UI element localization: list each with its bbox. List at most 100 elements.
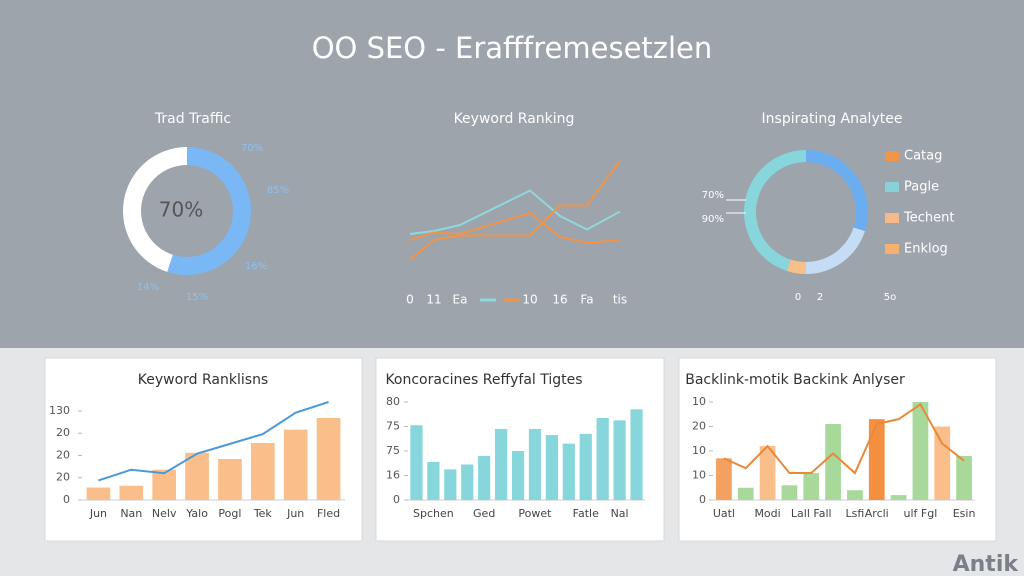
donut-slice: [786, 259, 806, 274]
bar: [283, 429, 308, 500]
y-tick-label: 10: [692, 444, 706, 457]
bar: [630, 409, 643, 500]
legend-label: Pagle: [904, 180, 939, 195]
bar: [444, 469, 457, 500]
chart-title: Backlink-motik Backink Anlyser: [685, 372, 905, 388]
bar: [759, 446, 776, 500]
x-tick-label: Nal: [611, 507, 629, 520]
bar: [316, 418, 341, 500]
legend-label: Techent: [903, 211, 954, 226]
bar: [410, 425, 423, 500]
y-tick-label: 20: [56, 448, 70, 461]
x-tick-label: Nelv: [152, 507, 177, 520]
x-tick-label: Jun: [89, 507, 107, 520]
bar: [890, 495, 907, 500]
bar: [218, 459, 242, 500]
x-tick-label: Esin: [953, 507, 976, 520]
x-tick-label: Uatl: [713, 507, 735, 520]
x-tick-label: 10: [522, 293, 537, 307]
x-tick-label: Nan: [120, 507, 142, 520]
y-tick-label: 75: [386, 444, 400, 457]
bar: [152, 469, 177, 500]
donut-slice: [806, 227, 865, 274]
bar: [596, 417, 609, 500]
donut-slice: [744, 150, 806, 271]
x-tick-label: 0: [406, 293, 414, 307]
bar: [737, 487, 754, 500]
bar: [868, 419, 885, 500]
annotation: 16%: [245, 261, 267, 272]
x-tick-label: Modi: [754, 507, 780, 520]
y-tick-label: 0: [699, 493, 706, 506]
x-tick-label: Fatle: [573, 507, 599, 520]
annotation: 70%: [702, 190, 724, 201]
y-tick-label: 75: [386, 420, 400, 433]
brand: Antik: [953, 552, 1020, 576]
x-tick-label: Lsfi: [846, 507, 865, 520]
bar: [427, 462, 440, 500]
bar: [825, 424, 841, 500]
x-tick-label: Ea: [453, 293, 468, 307]
chart-title: Koncoracines Reffyfal Tigtes: [385, 372, 582, 388]
chart-title: Keyword Ranking: [454, 111, 575, 127]
bar: [847, 490, 863, 500]
bar: [478, 455, 491, 500]
x-tick-label: 11: [426, 293, 441, 307]
bar: [781, 485, 798, 500]
bar: [86, 487, 111, 500]
card: [44, 357, 363, 542]
bar: [545, 435, 558, 500]
annotation: 2: [817, 292, 823, 303]
bar: [803, 473, 820, 500]
bar: [461, 464, 474, 500]
x-tick-label: Tek: [253, 507, 273, 520]
legend-label: Catag: [904, 149, 942, 164]
y-tick-label: 0: [393, 493, 400, 506]
x-tick-label: Arcli: [865, 507, 889, 520]
chart-title: Keyword Ranklisns: [138, 372, 268, 388]
line-series: [409, 159, 621, 261]
y-tick-label: 20: [56, 471, 70, 484]
x-tick-label: Jun: [286, 507, 304, 520]
x-tick-label: Fa: [580, 293, 593, 307]
annotation: 90%: [702, 214, 724, 225]
x-tick-label: 16: [552, 293, 567, 307]
line-series: [409, 211, 621, 245]
bar: [912, 402, 929, 500]
x-tick-label: Pogl: [218, 507, 241, 520]
bar: [613, 420, 626, 500]
x-tick-label: Powet: [518, 507, 552, 520]
annotation: 0: [795, 292, 801, 303]
annotation: 5o: [884, 292, 896, 303]
legend-swatch: [885, 213, 899, 223]
x-tick-label: Yalo: [185, 507, 208, 520]
donut-slice: [167, 147, 251, 275]
y-tick-label: 10: [692, 395, 706, 408]
bar: [579, 433, 592, 500]
bar: [119, 485, 144, 500]
legend-label: Enklog: [904, 242, 948, 257]
page-title: OO SEO - Erafffremesetzlen: [312, 31, 713, 65]
y-tick-label: 20: [692, 420, 706, 433]
center-label: 70%: [159, 198, 203, 222]
legend-swatch: [885, 244, 899, 254]
annotation: 85%: [267, 185, 289, 196]
y-tick-label: 130: [49, 404, 70, 417]
x-tick-label: Fled: [317, 507, 340, 520]
line-series: [98, 401, 329, 482]
bar: [185, 452, 209, 500]
donut-slice: [806, 150, 868, 232]
donut-slice: [123, 147, 187, 272]
bar: [528, 428, 542, 500]
bar: [934, 426, 951, 500]
bar: [716, 458, 732, 500]
annotation: 15%: [186, 292, 208, 303]
x-tick-label: Lall Fall: [791, 507, 832, 520]
x-tick-label: ulf Fgl: [904, 507, 938, 520]
annotation: 14%: [137, 282, 159, 293]
y-tick-label: 0: [63, 493, 70, 506]
legend-swatch: [885, 151, 899, 161]
annotation: 70%: [241, 143, 263, 154]
x-tick-label: Spchen: [413, 507, 454, 520]
